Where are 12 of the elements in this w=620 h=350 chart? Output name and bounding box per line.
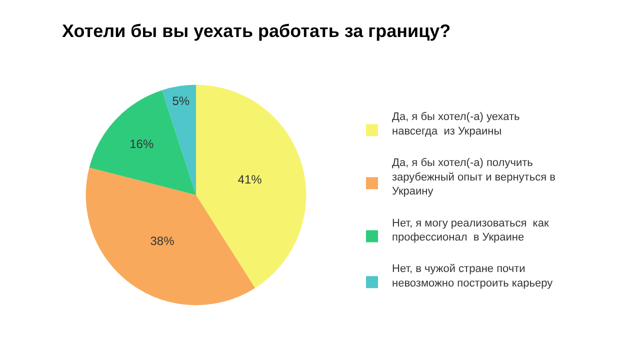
legend-label: Да, я бы хотел(-а) получить зарубежный опыт и вернуться в Украину xyxy=(392,157,556,198)
data-label: 16% xyxy=(130,137,154,152)
pie-slice xyxy=(89,90,196,195)
data-label: 5% xyxy=(172,94,190,108)
data-label: 41% xyxy=(238,172,262,186)
legend-label: Да, я бы хотел(-а) уехать навсегда из Украины xyxy=(392,111,520,138)
pie-slice xyxy=(162,84,196,195)
chart-title: Хотели бы вы уехать работать за границу? xyxy=(62,21,451,42)
legend-label: Нет, в чужой стране почти невозможно построить карьеру xyxy=(392,263,554,290)
legend-label: Нет, я могу реализоваться как профессионал в Украине xyxy=(392,217,549,244)
data-label: 38% xyxy=(150,234,175,248)
pie-slice xyxy=(196,84,306,288)
